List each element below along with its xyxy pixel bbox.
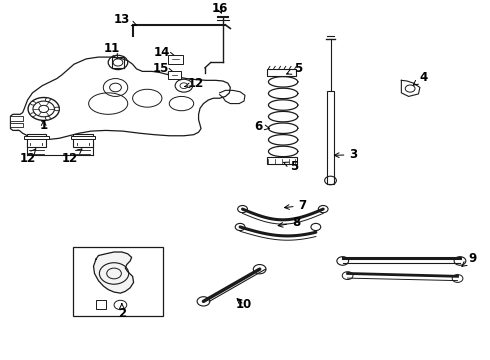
Text: 15: 15 <box>153 62 173 75</box>
Text: 12: 12 <box>62 149 82 165</box>
Text: 13: 13 <box>114 13 137 26</box>
Text: 8: 8 <box>278 216 300 229</box>
Text: 10: 10 <box>236 298 252 311</box>
Bar <box>267 69 296 76</box>
Bar <box>24 136 49 139</box>
Text: 12: 12 <box>185 77 204 90</box>
Text: 1: 1 <box>40 118 48 131</box>
Polygon shape <box>94 252 134 293</box>
Text: 5: 5 <box>284 161 298 174</box>
Text: 6: 6 <box>255 120 270 132</box>
Bar <box>10 116 23 121</box>
Circle shape <box>46 98 50 102</box>
Text: 5: 5 <box>287 62 302 75</box>
Bar <box>71 136 95 139</box>
Bar <box>73 247 163 316</box>
Bar <box>73 134 93 147</box>
Polygon shape <box>401 80 420 96</box>
Bar <box>168 55 183 63</box>
Text: 9: 9 <box>462 252 476 266</box>
Text: 4: 4 <box>413 71 427 85</box>
Text: 12: 12 <box>20 149 36 165</box>
Circle shape <box>30 102 35 105</box>
Circle shape <box>54 107 59 111</box>
Circle shape <box>46 116 50 120</box>
Text: 11: 11 <box>104 42 120 59</box>
Bar <box>267 157 297 165</box>
Bar <box>327 91 334 184</box>
Text: 2: 2 <box>118 304 126 320</box>
Text: 14: 14 <box>154 46 175 59</box>
Bar <box>168 71 181 78</box>
Bar <box>26 134 46 147</box>
Bar <box>96 300 106 309</box>
Text: 16: 16 <box>211 2 228 15</box>
Bar <box>10 122 23 127</box>
Text: 3: 3 <box>334 148 358 161</box>
Circle shape <box>30 113 35 116</box>
Text: 7: 7 <box>285 199 307 212</box>
